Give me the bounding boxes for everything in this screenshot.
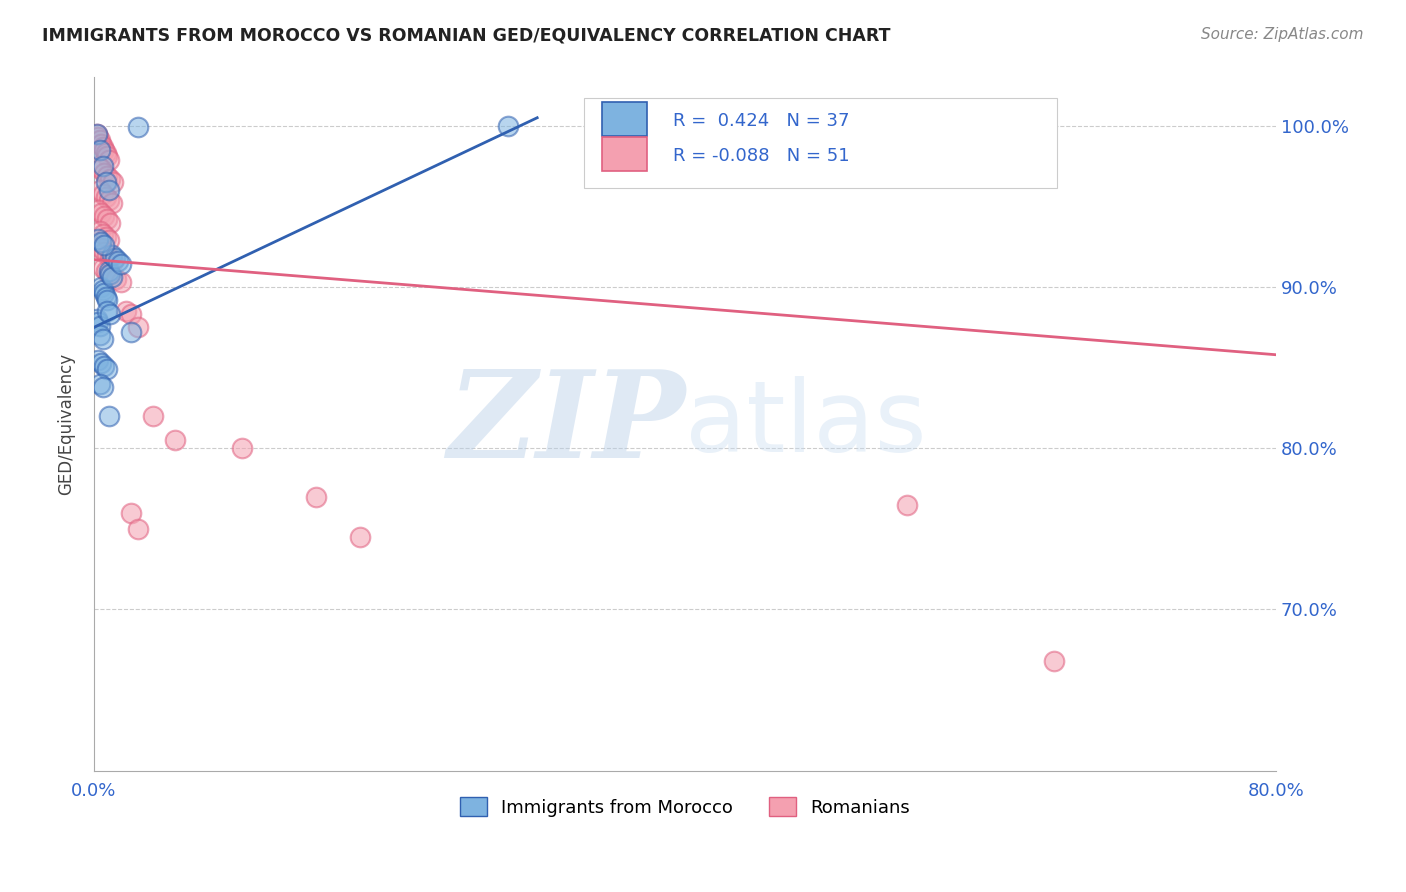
Point xyxy=(120,308,142,322)
Point xyxy=(91,260,114,275)
Point xyxy=(87,202,110,217)
Point xyxy=(87,352,110,367)
Point xyxy=(96,304,118,318)
Point xyxy=(91,227,114,241)
Point xyxy=(96,248,118,262)
Point xyxy=(90,206,112,220)
Point xyxy=(100,196,122,211)
Text: Source: ZipAtlas.com: Source: ZipAtlas.com xyxy=(1201,27,1364,42)
Y-axis label: GED/Equivalency: GED/Equivalency xyxy=(58,353,75,495)
Legend: Immigrants from Morocco, Romanians: Immigrants from Morocco, Romanians xyxy=(453,790,918,824)
Point xyxy=(89,133,111,147)
Point xyxy=(349,530,371,544)
Point xyxy=(496,119,519,133)
Point xyxy=(96,362,118,376)
Text: ZIP: ZIP xyxy=(447,365,685,483)
Point xyxy=(87,130,110,145)
Point xyxy=(98,215,121,229)
Point xyxy=(86,127,108,141)
Point xyxy=(105,272,128,286)
Point xyxy=(896,498,918,512)
Point xyxy=(104,251,127,265)
Point xyxy=(97,409,120,423)
Point xyxy=(90,136,112,151)
Point xyxy=(115,304,138,318)
Point xyxy=(93,359,115,373)
Point xyxy=(98,267,121,281)
Point xyxy=(91,332,114,346)
Text: R =  0.424   N = 37: R = 0.424 N = 37 xyxy=(673,112,849,130)
Point xyxy=(89,143,111,157)
Point xyxy=(1043,654,1066,668)
Point xyxy=(94,230,117,244)
Point xyxy=(90,235,112,249)
Point xyxy=(87,316,110,330)
Point xyxy=(90,241,112,255)
Point xyxy=(91,283,114,297)
Point xyxy=(96,212,118,227)
Point xyxy=(93,209,115,223)
Point xyxy=(110,275,132,289)
Point xyxy=(98,172,121,186)
Point xyxy=(98,308,121,322)
Point xyxy=(89,224,111,238)
Point xyxy=(97,193,120,207)
Point xyxy=(94,146,117,161)
Point xyxy=(93,165,115,179)
Point xyxy=(93,244,115,259)
Point xyxy=(101,175,124,189)
Point xyxy=(97,264,120,278)
Point xyxy=(86,127,108,141)
Point xyxy=(96,169,118,183)
Point xyxy=(94,264,117,278)
Point xyxy=(90,162,112,177)
Point xyxy=(96,293,118,307)
Point xyxy=(231,442,253,456)
Point xyxy=(93,286,115,301)
Point xyxy=(120,506,142,520)
Text: IMMIGRANTS FROM MOROCCO VS ROMANIAN GED/EQUIVALENCY CORRELATION CHART: IMMIGRANTS FROM MOROCCO VS ROMANIAN GED/… xyxy=(42,27,890,45)
Point xyxy=(91,140,114,154)
Point xyxy=(100,248,122,262)
Text: R = -0.088   N = 51: R = -0.088 N = 51 xyxy=(673,147,849,165)
Point xyxy=(94,175,117,189)
Point xyxy=(101,254,124,268)
Point xyxy=(91,159,114,173)
Point xyxy=(87,232,110,246)
Point xyxy=(96,149,118,163)
Point xyxy=(89,376,111,391)
Point xyxy=(93,143,115,157)
Point xyxy=(93,238,115,252)
Point xyxy=(94,290,117,304)
Point xyxy=(97,183,120,197)
Point xyxy=(86,312,108,326)
FancyBboxPatch shape xyxy=(602,102,647,136)
Point xyxy=(127,320,149,334)
Point xyxy=(127,522,149,536)
Point xyxy=(91,186,114,201)
Point xyxy=(100,270,122,285)
Point xyxy=(87,159,110,173)
Point xyxy=(97,233,120,247)
Point xyxy=(89,183,111,197)
Point xyxy=(120,325,142,339)
FancyBboxPatch shape xyxy=(585,98,1057,188)
Point xyxy=(97,267,120,281)
FancyBboxPatch shape xyxy=(602,136,647,171)
Point xyxy=(127,120,149,135)
Point xyxy=(91,380,114,394)
Point xyxy=(90,280,112,294)
Point xyxy=(89,318,111,333)
Point xyxy=(304,490,326,504)
Text: atlas: atlas xyxy=(685,376,927,473)
Point xyxy=(107,254,129,268)
Point xyxy=(142,409,165,423)
Point xyxy=(89,328,111,343)
Point xyxy=(165,433,187,447)
Point xyxy=(97,153,120,167)
Point xyxy=(90,356,112,370)
Point xyxy=(110,257,132,271)
Point xyxy=(98,251,121,265)
Point xyxy=(94,190,117,204)
